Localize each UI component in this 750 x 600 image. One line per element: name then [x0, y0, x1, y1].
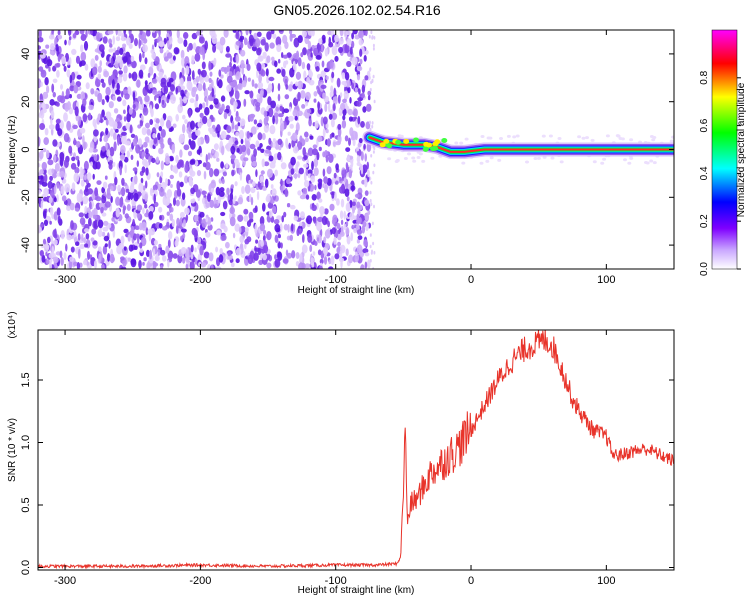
snr-y-scale-label: (x10⁴)	[7, 311, 18, 338]
spectrogram-x-tick-label: 0	[468, 274, 474, 286]
colorbar-tick-label: 0.0	[699, 262, 710, 276]
spectrogram-x-tick-label: -200	[189, 274, 211, 286]
snr-x-tick-label: -200	[189, 575, 211, 587]
snr-y-tick-label: 0.5	[20, 497, 32, 512]
snr-y-axis-label: SNR (10 * v/v)	[7, 418, 18, 482]
snr-x-tick-label: 100	[597, 575, 615, 587]
spectrogram-x-axis-label: Height of straight line (km)	[298, 285, 415, 296]
snr-x-tick-label: 0	[468, 575, 474, 587]
colorbar-tick-label: 0.2	[699, 214, 710, 228]
colorbar: 0.0 0.2 0.4 0.6 0.8 Normalized spectral ampl…	[699, 29, 747, 276]
spectrogram-y-tick-label: 40	[20, 48, 32, 60]
snr-ticks: -300 -200 -100 0 100 0.0 0.5 1.0 1.5	[20, 330, 674, 587]
spectrogram-noise-region	[38, 30, 674, 269]
spectrogram-y-tick-label: -40	[20, 237, 32, 253]
spectrogram-x-tick-label: -300	[54, 274, 76, 286]
colorbar-ticks: 0.0 0.2 0.4 0.6 0.8	[699, 70, 741, 276]
snr-x-tick-label: -100	[325, 575, 347, 587]
snr-panel: -300 -200 -100 0 100 0.0 0.5 1.0 1.5 Height of s…	[7, 311, 675, 596]
snr-y-tick-label: 1.0	[20, 435, 32, 450]
colorbar-tick-label: 0.4	[699, 166, 710, 180]
snr-frame	[37, 329, 675, 571]
spectrogram-x-tick-label: 100	[597, 274, 615, 286]
spectrogram-y-tick-label: -20	[20, 189, 32, 205]
colorbar-label: Normalized spectral amplitude	[736, 82, 747, 217]
snr-series-line	[38, 330, 674, 570]
spectrogram-signal-track	[362, 130, 674, 159]
colorbar-gradient	[711, 29, 738, 270]
snr-x-axis-label: Height of straight line (km)	[298, 585, 415, 596]
spectrogram-x-tick-label: -100	[325, 274, 347, 286]
snr-y-tick-label: 1.5	[20, 372, 32, 387]
snr-plot-area	[38, 330, 674, 570]
colorbar-tick-label: 0.6	[699, 118, 710, 132]
spectrogram-y-tick-label: 0	[20, 146, 32, 152]
snr-y-tick-label: 0.0	[20, 560, 32, 575]
snr-x-tick-label: -300	[54, 575, 76, 587]
chart-title: GN05.2026.102.02.54.R16	[273, 2, 441, 18]
colorbar-tick-label: 0.8	[699, 70, 710, 84]
spectrogram-y-axis-label: Frequency (Hz)	[7, 116, 18, 185]
spectrogram-y-tick-label: 20	[20, 96, 32, 108]
